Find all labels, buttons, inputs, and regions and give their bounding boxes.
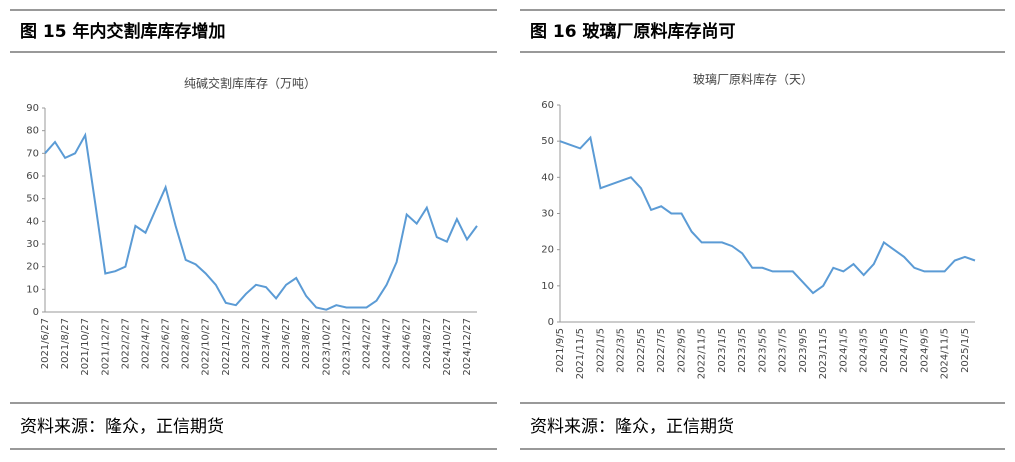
x-tick-label: 2024/1/5: [838, 328, 849, 373]
y-tick-label: 10: [26, 284, 39, 295]
source: 资料来源：隆众，正信期货: [530, 417, 734, 437]
y-tick-label: 30: [26, 239, 39, 250]
x-tick-label: 2024/7/5: [899, 328, 910, 373]
x-tick-label: 2023/7/5: [778, 328, 789, 373]
chart-title: 纯碱交割库库存（万吨）: [184, 76, 316, 91]
x-tick-label: 2021/8/27: [60, 318, 71, 369]
y-tick-label: 60: [26, 171, 39, 182]
x-tick-label: 2022/1/5: [595, 328, 606, 373]
x-tick-label: 2023/6/27: [281, 318, 292, 369]
x-tick-label: 2023/5/5: [757, 328, 768, 373]
y-tick-label: 80: [26, 126, 39, 137]
y-tick-label: 60: [541, 100, 554, 111]
y-tick-label: 50: [26, 194, 39, 205]
x-tick-label: 2023/10/27: [321, 318, 332, 376]
chart-title: 玻璃厂原料库存（天）: [693, 72, 813, 87]
x-tick-label: 2022/11/5: [697, 328, 708, 379]
x-tick-label: 2024/11/5: [940, 328, 951, 379]
x-tick-label: 2022/6/27: [161, 318, 172, 369]
x-tick-label: 2021/12/27: [100, 318, 111, 376]
y-tick-label: 70: [26, 148, 39, 159]
x-tick-label: 2023/3/5: [737, 328, 748, 373]
y-tick-label: 40: [541, 172, 554, 183]
x-tick-label: 2022/2/27: [120, 318, 131, 369]
x-tick-label: 2022/5/5: [636, 328, 647, 373]
y-tick-label: 10: [541, 281, 554, 292]
line-series: [559, 135, 976, 295]
x-tick-label: 2022/9/5: [676, 328, 687, 373]
x-tick-label: 2021/11/5: [575, 328, 586, 379]
x-tick-label: 2024/6/27: [402, 318, 413, 369]
x-tick-label: 2025/1/5: [960, 328, 971, 373]
x-tick-label: 2024/10/27: [442, 318, 453, 376]
x-tick-label: 2021/6/27: [40, 318, 51, 369]
x-tick-label: 2021/9/5: [555, 328, 566, 373]
y-tick-label: 40: [26, 216, 39, 227]
x-tick-label: 2023/12/27: [341, 318, 352, 376]
x-tick-label: 2023/8/27: [301, 318, 312, 369]
figure-title: 图 16 玻璃厂原料库存尚可: [530, 21, 736, 42]
x-tick-label: 2023/11/5: [818, 328, 829, 379]
x-tick-label: 2024/5/5: [879, 328, 890, 373]
y-tick-label: 50: [541, 136, 554, 147]
x-tick-label: 2023/1/5: [717, 328, 728, 373]
x-tick-label: 2022/12/27: [221, 318, 232, 376]
x-tick-label: 2021/10/27: [80, 318, 91, 376]
x-tick-label: 2024/9/5: [919, 328, 930, 373]
x-tick-label: 2024/4/27: [382, 318, 393, 369]
y-tick-label: 30: [541, 209, 554, 220]
x-tick-label: 2024/8/27: [422, 318, 433, 369]
y-tick-label: 90: [26, 103, 39, 114]
x-tick-label: 2023/9/5: [798, 328, 809, 373]
x-tick-label: 2022/10/27: [201, 318, 212, 376]
x-tick-label: 2023/2/27: [241, 318, 252, 369]
x-tick-label: 2023/4/27: [261, 318, 272, 369]
x-tick-label: 2022/8/27: [181, 318, 192, 369]
x-tick-label: 2024/3/5: [859, 328, 870, 373]
y-tick-label: 0: [33, 307, 39, 318]
x-tick-label: 2022/3/5: [616, 328, 627, 373]
y-tick-label: 20: [541, 245, 554, 256]
source: 资料来源：隆众，正信期货: [20, 417, 224, 437]
x-tick-label: 2024/12/27: [462, 318, 473, 376]
y-tick-label: 20: [26, 262, 39, 273]
line-series: [44, 132, 478, 311]
x-tick-label: 2024/2/27: [361, 318, 372, 369]
y-tick-label: 0: [548, 317, 554, 328]
figure-title: 图 15 年内交割库库存增加: [20, 21, 226, 42]
x-tick-label: 2022/4/27: [140, 318, 151, 369]
x-tick-label: 2022/7/5: [656, 328, 667, 373]
